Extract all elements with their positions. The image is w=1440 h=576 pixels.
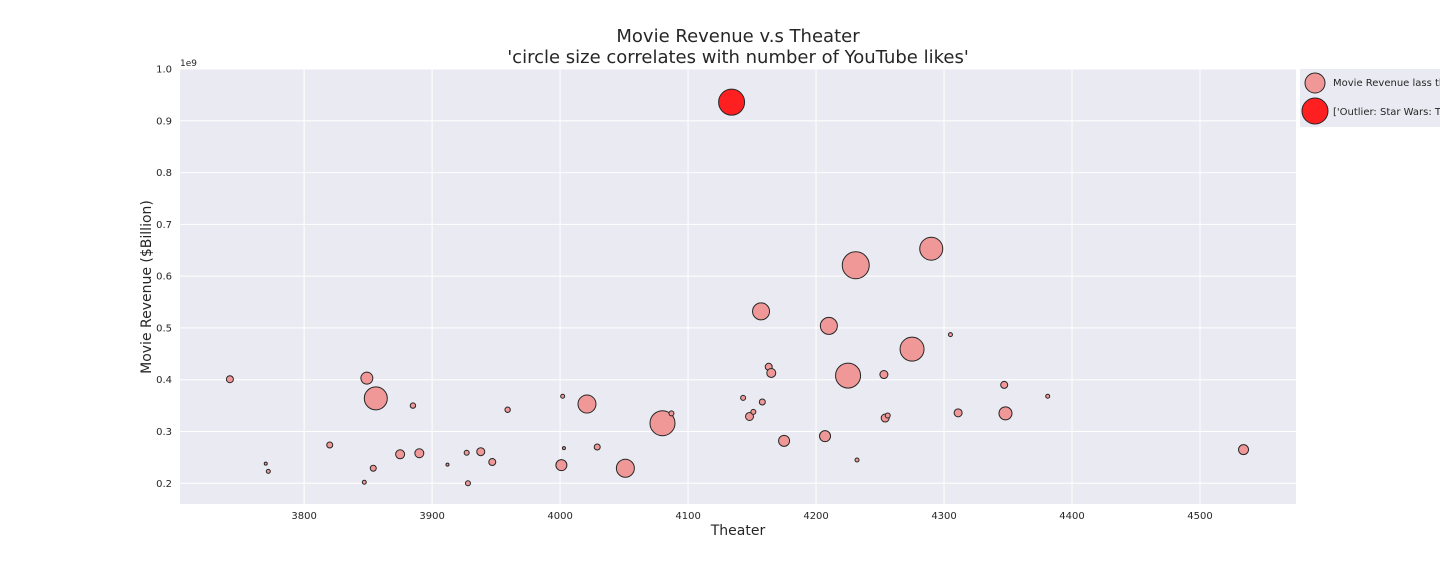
legend-marker-outlier (1301, 97, 1329, 125)
data-point (360, 371, 374, 385)
legend-label-normal: Movie Revenue lass tha (1333, 78, 1440, 89)
x-tick-label: 4100 (675, 511, 700, 522)
y-tick-label: 0.9 (156, 116, 172, 127)
data-point (476, 447, 486, 457)
data-point (445, 462, 450, 467)
y-tick-labels: 0.2 0.3 0.4 0.5 0.6 0.7 0.8 0.9 1.0 (156, 65, 172, 490)
x-tick-label: 4000 (547, 511, 572, 522)
x-tick-label: 4300 (931, 511, 956, 522)
data-point (819, 430, 832, 443)
y-tick-label: 0.8 (156, 168, 172, 179)
data-point (265, 468, 271, 474)
data-point (615, 458, 635, 478)
data-point (919, 236, 944, 261)
data-point (504, 406, 511, 413)
data-point (1238, 444, 1250, 456)
data-point (758, 398, 766, 406)
y-offset-label: 1e9 (180, 59, 197, 69)
data-point (263, 461, 268, 466)
x-tick-label: 4500 (1187, 511, 1212, 522)
data-point (463, 449, 470, 456)
x-tick-label: 3800 (291, 511, 316, 522)
y-tick-label: 0.4 (156, 375, 172, 386)
chart-subtitle: 'circle size correlates with number of Y… (507, 47, 969, 68)
data-point (395, 449, 406, 460)
data-point (998, 406, 1013, 421)
data-point (752, 302, 771, 321)
legend: Movie Revenue lass tha ['Outlier: Star W… (1300, 69, 1440, 127)
data-point (745, 411, 755, 421)
data-point (740, 394, 747, 401)
data-point (369, 464, 377, 472)
y-tick-label: 0.7 (156, 220, 172, 231)
data-point (899, 336, 925, 362)
data-points (225, 88, 1250, 487)
plot-area (180, 69, 1296, 504)
data-point (947, 332, 953, 338)
x-tick-label: 4400 (1059, 511, 1084, 522)
legend-marker-normal (1304, 72, 1326, 94)
x-tick-label: 3900 (419, 511, 444, 522)
data-point (577, 394, 597, 414)
y-tick-label: 0.2 (156, 479, 172, 490)
y-tick-label: 0.5 (156, 323, 172, 334)
y-tick-label: 0.3 (156, 427, 172, 438)
data-point (225, 375, 234, 384)
chart-title: Movie Revenue v.s Theater (616, 26, 860, 47)
y-tick-label: 1.0 (156, 65, 172, 76)
data-point (1000, 380, 1009, 389)
data-point (750, 408, 757, 415)
data-point (561, 446, 566, 451)
data-point (560, 393, 566, 399)
data-point (953, 408, 963, 418)
data-point (326, 441, 334, 449)
x-tick-label: 4200 (803, 511, 828, 522)
data-point (488, 458, 497, 467)
data-point (879, 370, 889, 380)
data-point (363, 386, 388, 411)
data-point (668, 410, 675, 417)
data-point (593, 443, 601, 451)
x-tick-labels: 3800 3900 4000 4100 4200 4300 4400 4500 (291, 511, 1212, 522)
data-point (414, 448, 425, 459)
data-point (854, 457, 860, 463)
outlier-point (718, 88, 746, 116)
data-point (1045, 393, 1051, 399)
y-axis-label: Movie Revenue ($Billion) (139, 200, 155, 374)
x-axis-label: Theater (710, 523, 766, 539)
y-tick-label: 0.6 (156, 272, 172, 283)
data-point (409, 402, 417, 409)
data-point (361, 479, 367, 485)
data-point (555, 459, 568, 472)
data-point (884, 412, 891, 419)
data-point (778, 434, 791, 447)
data-point (835, 362, 862, 389)
data-point (766, 367, 777, 378)
data-point (819, 316, 838, 335)
data-point (649, 410, 676, 437)
data-point (841, 251, 870, 280)
legend-label-outlier: ['Outlier: Star Wars: The (1333, 107, 1440, 118)
data-point (464, 480, 471, 487)
